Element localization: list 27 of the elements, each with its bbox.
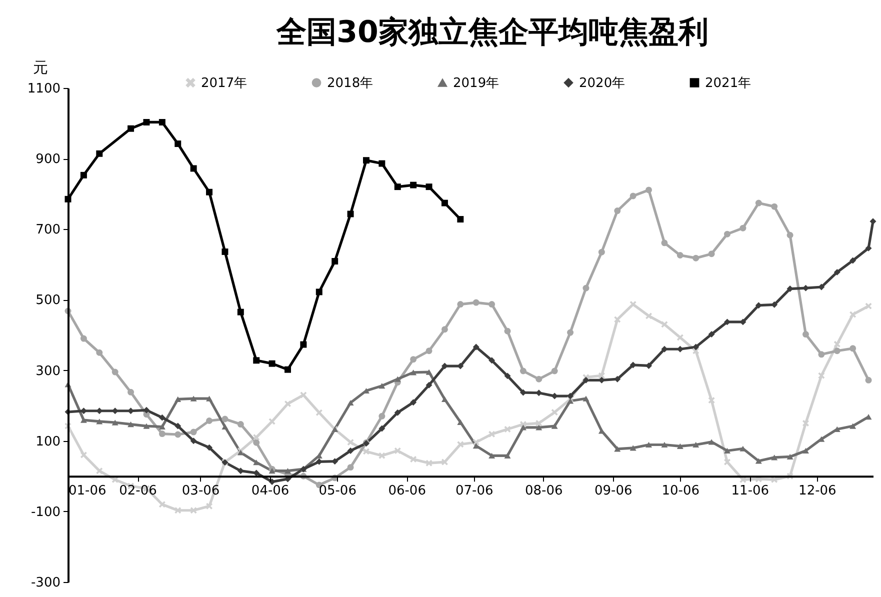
y-tick-label: 1100: [27, 82, 60, 96]
legend-label: 2019年: [453, 76, 500, 91]
y-tick-label: 700: [36, 222, 60, 238]
legend-label: 2018年: [327, 76, 374, 91]
x-tick-label: 01-06: [68, 484, 106, 499]
y-tick-label: 900: [36, 152, 60, 168]
x-tick-label: 11-06: [731, 484, 770, 499]
legend-label: 2021年: [705, 76, 752, 91]
y-tick-label: 300: [36, 364, 60, 379]
y-tick-label: 100: [36, 434, 60, 450]
chart-title: 全国30家独立焦企平均吨焦盈利: [276, 15, 708, 50]
x-tick-label: 12-06: [798, 484, 836, 499]
x-tick-label: 03-06: [182, 484, 220, 499]
x-tick-label: 08-06: [524, 484, 563, 499]
x-tick-label: 07-06: [455, 484, 494, 499]
legend-label: 2020年: [579, 76, 626, 91]
y-tick-label: 500: [36, 293, 60, 308]
x-tick-label: 10-06: [662, 484, 700, 499]
x-tick-label: 02-06: [119, 484, 157, 499]
y-axis-title: 元: [33, 58, 48, 76]
y-tick-label: -300: [30, 576, 60, 590]
x-tick-label: 06-06: [388, 484, 426, 499]
legend-label: 2017年: [201, 76, 248, 91]
y-tick-label: -100: [30, 504, 60, 520]
x-tick-label: 09-06: [594, 484, 632, 499]
x-tick-label: 04-06: [251, 484, 290, 499]
x-tick-label: 05-06: [318, 484, 356, 499]
